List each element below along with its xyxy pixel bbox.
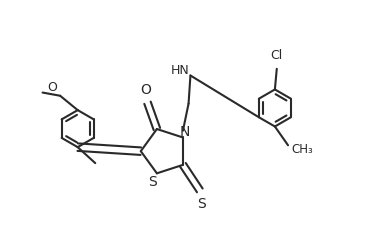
Text: O: O	[140, 83, 151, 97]
Text: S: S	[148, 175, 157, 189]
Text: N: N	[179, 125, 190, 139]
Text: S: S	[197, 197, 206, 211]
Text: O: O	[48, 81, 58, 94]
Text: Cl: Cl	[271, 49, 283, 62]
Text: HN: HN	[170, 64, 189, 77]
Text: CH₃: CH₃	[291, 143, 313, 156]
